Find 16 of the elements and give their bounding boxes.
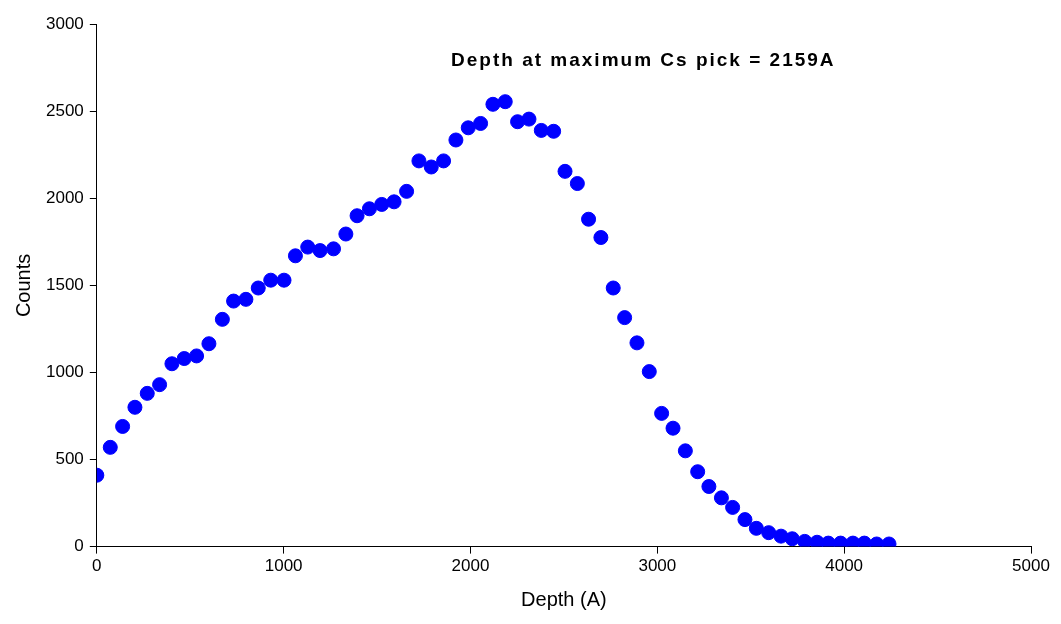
x-tick-label: 1000 xyxy=(264,556,303,576)
annotation: Depth at maximum Cs pick = 2159A xyxy=(451,49,836,71)
x-tick-label: 0 xyxy=(92,556,102,576)
y-tick-label: 2500 xyxy=(45,100,84,120)
y-tick-label: 0 xyxy=(74,536,84,556)
y-tick-label: 1000 xyxy=(45,362,84,382)
y-tick-label: 3000 xyxy=(45,13,84,33)
x-tick-label: 5000 xyxy=(1012,556,1050,576)
x-tick-label: 2000 xyxy=(451,556,490,576)
y-tick-label: 1500 xyxy=(45,275,84,295)
y-axis-title: Counts xyxy=(11,253,34,318)
y-tick-label: 2000 xyxy=(45,188,84,208)
y-tick-label: 500 xyxy=(55,449,84,469)
x-axis-title: Depth (A) xyxy=(521,587,607,610)
x-tick-label: 3000 xyxy=(638,556,677,576)
x-tick-label: 4000 xyxy=(825,556,864,576)
